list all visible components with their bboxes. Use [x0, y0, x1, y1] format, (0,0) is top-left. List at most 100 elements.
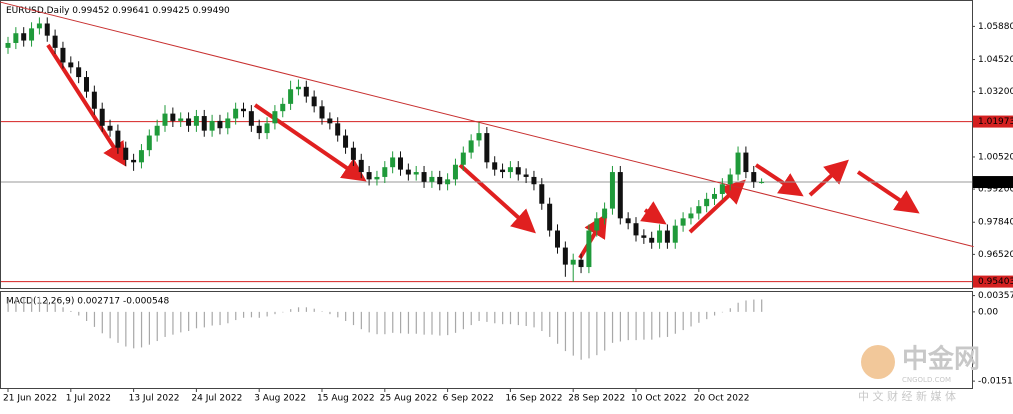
macd-bar	[753, 299, 755, 312]
macd-bar	[31, 297, 33, 312]
candle-body	[452, 164, 458, 180]
macd-bar	[596, 311, 598, 356]
macd-bar	[580, 311, 582, 360]
candle-body	[107, 125, 113, 131]
macd-bar	[517, 311, 519, 326]
arrows	[46, 43, 920, 260]
candle-body	[515, 167, 521, 175]
macd-bar	[423, 311, 425, 335]
macd-bar	[101, 311, 103, 334]
watermark: 中金网 CNGOLD.COM 中 文 财 经 新 媒 体	[858, 344, 980, 404]
candle-body	[280, 103, 286, 112]
candle-body	[358, 159, 364, 173]
candle-body	[531, 176, 537, 185]
candle-body	[664, 230, 670, 243]
macd-bar	[180, 311, 182, 333]
macd-bar	[376, 311, 378, 335]
candle-body	[484, 133, 490, 163]
candle-body	[429, 176, 435, 182]
candle-body	[248, 111, 254, 126]
macd-bar	[651, 311, 653, 340]
macd-bar	[761, 299, 763, 312]
candle-body	[759, 182, 765, 184]
macd-bar	[148, 311, 150, 345]
y-tick-label: 0.00	[978, 307, 998, 317]
macd-bar	[195, 311, 198, 329]
y-tick-label: 1.05880	[978, 22, 1013, 32]
y-tick-label: 0.99200	[978, 185, 1013, 195]
macd-bar	[659, 311, 661, 338]
macd-bar	[611, 311, 614, 343]
candle-body	[523, 174, 529, 177]
candle-body	[36, 23, 42, 29]
macd-bar	[15, 297, 17, 312]
macd-bar	[454, 311, 457, 333]
candle-body	[657, 230, 663, 243]
level-label: 0.95403	[978, 277, 1013, 287]
candle-body	[217, 120, 223, 129]
candle-body	[29, 28, 35, 41]
macd-bar	[46, 299, 48, 312]
macd-bar	[93, 311, 96, 327]
macd-bar	[604, 311, 606, 351]
candle-body	[492, 162, 498, 170]
x-tick-label: 21 Jun 2022	[3, 394, 57, 404]
candle-body	[225, 118, 231, 129]
candle-body	[398, 157, 403, 170]
candle-body	[201, 116, 207, 131]
candle-body	[680, 218, 686, 226]
candle-body	[390, 157, 396, 168]
candle-body	[696, 206, 702, 214]
macd-bar	[541, 311, 543, 332]
macd-bar	[643, 311, 645, 340]
macd-bar	[156, 311, 158, 342]
macd-bar	[494, 311, 496, 324]
macd-bar	[164, 311, 166, 337]
candle-body	[547, 203, 553, 231]
macd-bar	[172, 311, 174, 335]
y-tick-label: 1.00520	[978, 152, 1013, 162]
candle-body	[115, 130, 121, 148]
candle-body	[233, 108, 239, 119]
candle-body	[343, 135, 349, 148]
y-tick-label: 0.97840	[978, 218, 1013, 228]
high-label: 0.99641	[112, 6, 149, 16]
macd-bar	[384, 311, 386, 335]
candle-body	[178, 118, 184, 121]
macd-bar	[62, 307, 64, 312]
macd-bar	[305, 307, 307, 312]
macd-bar	[23, 298, 25, 312]
x-tick-label: 25 Aug 2022	[380, 394, 438, 404]
candle-body	[719, 184, 725, 194]
candle-body	[507, 167, 513, 173]
x-tick-label: 13 Jul 2022	[129, 394, 180, 404]
macd-bar	[211, 311, 213, 326]
candle-body	[327, 118, 333, 124]
macd-bar	[462, 311, 464, 330]
macd-bar	[400, 311, 402, 334]
candle-body	[735, 152, 741, 175]
macd-bar	[345, 311, 347, 321]
candle-body	[500, 169, 506, 173]
x-tick-label: 20 Oct 2022	[694, 394, 750, 404]
logo-tagline: 中 文 财 经 新 媒 体	[858, 389, 956, 403]
candle-body	[562, 247, 568, 265]
candle-body	[44, 23, 50, 36]
macd-bar	[290, 309, 292, 312]
y-tick-label: 0.00357	[978, 291, 1013, 301]
logo-text: 中金网	[902, 344, 980, 375]
candle-body	[162, 113, 168, 126]
macd-bar	[737, 302, 739, 312]
macd-bar	[203, 311, 205, 328]
macd-bar	[7, 298, 9, 312]
macd-bar	[243, 311, 245, 318]
x-tick-label: 1 Jul 2022	[66, 394, 111, 404]
macd-bar	[70, 310, 72, 312]
candle-body	[272, 111, 278, 124]
level-label: 1.01973	[978, 117, 1013, 127]
candle-body	[445, 179, 451, 185]
macd-bar	[439, 311, 441, 336]
macd-bar	[509, 311, 512, 325]
macd-bar	[407, 311, 410, 334]
candle-body	[633, 223, 639, 236]
